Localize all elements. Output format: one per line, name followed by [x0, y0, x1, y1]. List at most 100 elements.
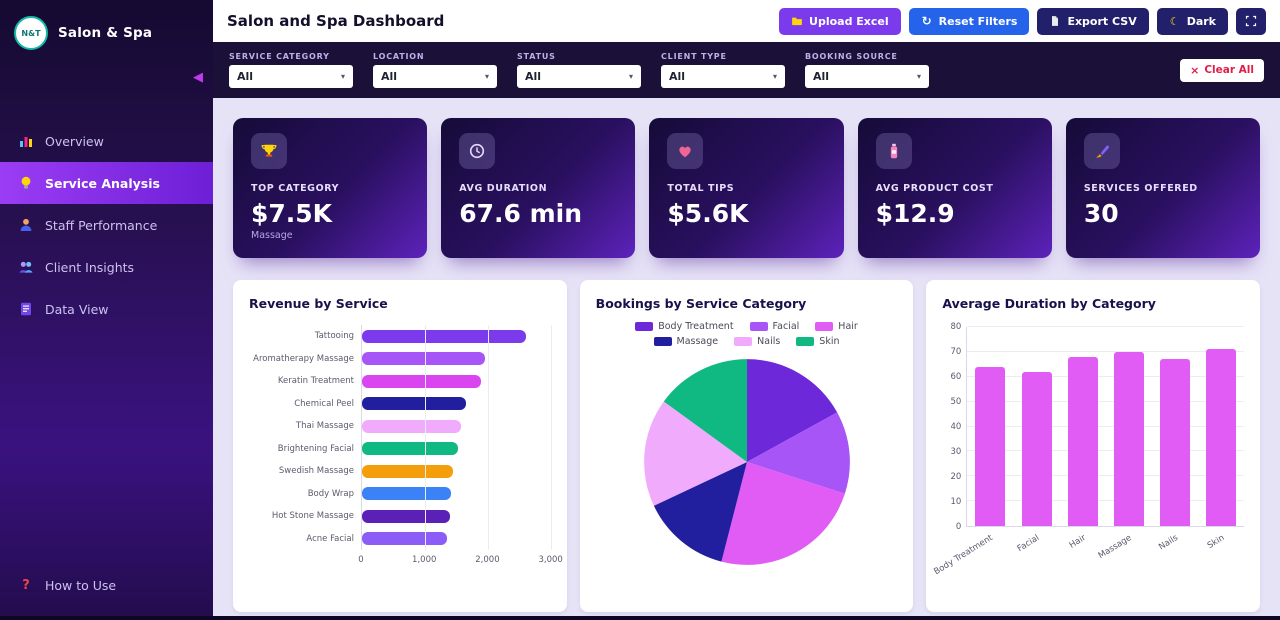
pie-slice-massage: [653, 462, 747, 562]
horizontal-bar-chart: Tattooing Aromatherapy Massage Keratin Tre…: [249, 325, 563, 566]
chevron-down-icon: ▾: [484, 72, 489, 81]
bar-massage: [1113, 351, 1144, 526]
y-tick-label: 20: [950, 472, 962, 482]
filter-groups: SERVICE CATEGORY All ▾ LOCATION All ▾ STATUS Al…: [229, 52, 929, 88]
kpi-label: TOP CATEGORY: [251, 183, 340, 194]
kpi-icon-box: [1083, 133, 1120, 169]
selected-value: All: [381, 70, 398, 83]
filter-select-service-category[interactable]: All ▾: [229, 65, 353, 88]
vbar-plot-area: [966, 326, 1245, 527]
sidebar-item-data-view[interactable]: Data View: [0, 288, 213, 330]
sidebar-item-how-to-use[interactable]: ? How to Use: [0, 564, 213, 606]
clock-icon: [468, 142, 486, 160]
kpi-icon-box: [875, 133, 912, 169]
x-tick-label: Facial: [1015, 533, 1042, 555]
hbar-category-label: Keratin Treatment: [277, 376, 354, 387]
legend-item-body-treatment[interactable]: Body Treatment: [635, 321, 734, 332]
chart-card-average-duration: Average Duration by Category 0 10 20 30 40 50…: [926, 280, 1261, 612]
x-axis: Body Treatment Facial Hair Massage Nails Skin: [932, 527, 1244, 579]
legend-label: Massage: [676, 336, 719, 347]
filter-select-booking-source[interactable]: All ▾: [805, 65, 929, 88]
sidebar-item-label: How to Use: [45, 577, 117, 593]
main-column: Salon and Spa Dashboard Upload Excel ↻ Res…: [213, 0, 1280, 620]
filter-select-status[interactable]: All ▾: [517, 65, 641, 88]
sidebar: N&T Salon & Spa ◀ Overview Service Analys…: [0, 0, 213, 620]
bar-nails: [1159, 359, 1190, 526]
sidebar-item-staff-performance[interactable]: Staff Performance: [0, 204, 213, 246]
hbar-category-label: Acne Facial: [306, 533, 354, 544]
pie-slice-facial: [746, 412, 850, 494]
reset-icon: ↻: [921, 14, 932, 28]
kpi-icon-box: [251, 133, 287, 169]
pie-legend: Body Treatment Facial Hair Massage Nails Skin: [596, 321, 898, 347]
filter-label: LOCATION: [373, 52, 425, 61]
kpi-label: TOTAL TIPS: [667, 183, 735, 194]
gridline: [487, 325, 489, 550]
y-tick-label: 50: [950, 397, 962, 407]
kpi-card-total-tips: TOTAL TIPS $5.6K: [649, 118, 844, 258]
x-tick-label: Nails: [1157, 533, 1180, 553]
filter-select-location[interactable]: All ▾: [373, 65, 497, 88]
pie-chart: [596, 355, 898, 569]
x-tick-label: 1,000: [412, 555, 437, 565]
legend-item-nails[interactable]: Nails: [734, 336, 780, 347]
legend-item-hair[interactable]: Hair: [815, 321, 858, 332]
chart-card-revenue-by-service: Revenue by Service Tattooing Aromatherapy…: [233, 280, 567, 612]
filter-bar: SERVICE CATEGORY All ▾ LOCATION All ▾ STATUS Al…: [213, 42, 1280, 98]
legend-item-facial[interactable]: Facial: [749, 321, 799, 332]
dashboard-content: TOP CATEGORY $7.5K Massage AVG DURATION 67.6…: [213, 98, 1280, 620]
bar-tattooing: [362, 329, 526, 343]
moon-icon: ☾: [1169, 14, 1180, 28]
x-tick-label: Body Treatment: [932, 533, 995, 578]
brand-title: Salon & Spa: [58, 25, 153, 41]
sidebar-nav: Overview Service Analysis Staff Performanc…: [0, 120, 213, 330]
kpi-subtext: [1084, 230, 1242, 242]
sidebar-collapse-icon[interactable]: ◀: [193, 70, 203, 85]
vertical-bar-chart: 0 10 20 30 40 50 60 70 80 Body Treatment Facial Hai…: [932, 322, 1245, 579]
charts-row: Revenue by Service Tattooing Aromatherapy…: [233, 280, 1261, 612]
filter-select-client-type[interactable]: All ▾: [661, 65, 785, 88]
file-icon: [1049, 15, 1061, 27]
sidebar-item-label: Staff Performance: [45, 217, 158, 233]
pie-slice-body-treatment: [746, 359, 837, 462]
legend-swatch: [749, 322, 768, 331]
reset-filters-button[interactable]: ↻ Reset Filters: [908, 7, 1030, 35]
gridline: [550, 325, 552, 550]
chevron-down-icon: ▾: [916, 72, 921, 81]
bar-hair: [1067, 356, 1098, 526]
sidebar-item-label: Client Insights: [45, 259, 135, 275]
y-tick-label: 40: [950, 422, 962, 432]
sidebar-footer: ? How to Use: [0, 564, 213, 606]
hbar-category-label: Body Wrap: [307, 488, 354, 499]
y-tick-label: 60: [950, 372, 962, 382]
clear-all-button[interactable]: × Clear All: [1180, 58, 1264, 82]
dark-mode-toggle[interactable]: ☾ Dark: [1156, 7, 1228, 35]
bar-keratin-treatment: [362, 374, 482, 388]
kpi-icon-box: [667, 133, 704, 169]
legend-item-massage[interactable]: Massage: [653, 336, 719, 347]
legend-item-skin[interactable]: Skin: [796, 336, 840, 347]
export-csv-button[interactable]: Export CSV: [1037, 7, 1149, 35]
heart-icon: [676, 142, 694, 160]
x-tick-label: 3,000: [538, 555, 563, 565]
topbar: Salon and Spa Dashboard Upload Excel ↻ Res…: [213, 0, 1280, 42]
expand-icon: [1245, 15, 1257, 27]
sidebar-item-client-insights[interactable]: Client Insights: [0, 246, 213, 288]
lotion-bottle-icon: [885, 142, 903, 160]
legend-label: Hair: [838, 321, 858, 332]
filter-group-status: STATUS All ▾: [517, 52, 641, 88]
fullscreen-button[interactable]: [1236, 7, 1266, 35]
close-icon: ×: [1190, 63, 1200, 77]
hbar-category-label: Chemical Peel: [294, 398, 354, 409]
pie-slice-hair: [720, 462, 845, 565]
sidebar-item-service-analysis[interactable]: Service Analysis: [0, 162, 213, 204]
sidebar-item-overview[interactable]: Overview: [0, 120, 213, 162]
bar-skin: [1205, 349, 1236, 526]
folder-icon: [791, 15, 803, 27]
button-label: Reset Filters: [938, 14, 1018, 28]
bar-aromatherapy-massage: [362, 352, 485, 366]
upload-excel-button[interactable]: Upload Excel: [779, 7, 901, 35]
people-icon: [18, 259, 34, 275]
bar-chart-icon: [18, 133, 34, 149]
